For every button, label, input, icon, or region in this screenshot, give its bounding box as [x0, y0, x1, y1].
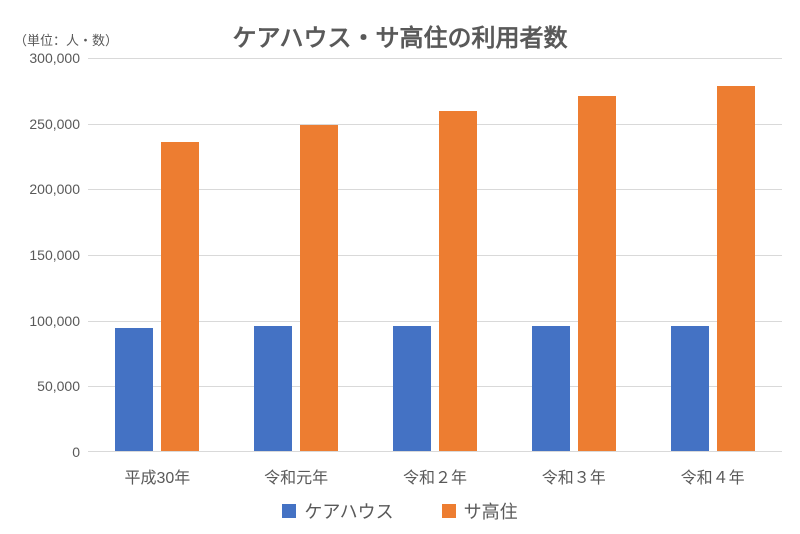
legend-item: サ高住: [442, 498, 518, 524]
xtick-label: 令和２年: [403, 464, 467, 488]
bar: [254, 326, 292, 451]
xtick-label: 令和４年: [681, 464, 745, 488]
legend-label: サ高住: [464, 498, 518, 524]
legend-swatch: [282, 504, 296, 518]
bar-group: [115, 58, 199, 451]
legend-label: ケアハウス: [304, 498, 393, 524]
bar: [532, 326, 570, 451]
plot-area: [88, 58, 782, 452]
ytick-label: 200,000: [10, 181, 80, 197]
bar-group: [532, 58, 616, 451]
legend: ケアハウス サ高住: [0, 498, 800, 524]
bar: [300, 125, 338, 451]
bar: [717, 86, 755, 451]
xtick-label: 令和元年: [264, 464, 328, 488]
bar: [161, 142, 199, 451]
bar-group: [671, 58, 755, 451]
bar: [115, 328, 153, 451]
xtick-label: 令和３年: [542, 464, 606, 488]
bar-group: [393, 58, 477, 451]
legend-swatch: [442, 504, 456, 518]
ytick-label: 0: [10, 444, 80, 460]
ytick-label: 250,000: [10, 116, 80, 132]
ytick-label: 50,000: [10, 378, 80, 394]
xtick-label: 平成30年: [124, 464, 190, 488]
ytick-label: 300,000: [10, 50, 80, 66]
legend-item: ケアハウス: [282, 498, 393, 524]
bar: [578, 96, 616, 451]
bar: [671, 326, 709, 451]
chart-title: ケアハウス・サ高住の利用者数: [0, 18, 800, 53]
bar: [393, 326, 431, 451]
bar: [439, 111, 477, 451]
ytick-label: 100,000: [10, 313, 80, 329]
ytick-label: 150,000: [10, 247, 80, 263]
bar-group: [254, 58, 338, 451]
